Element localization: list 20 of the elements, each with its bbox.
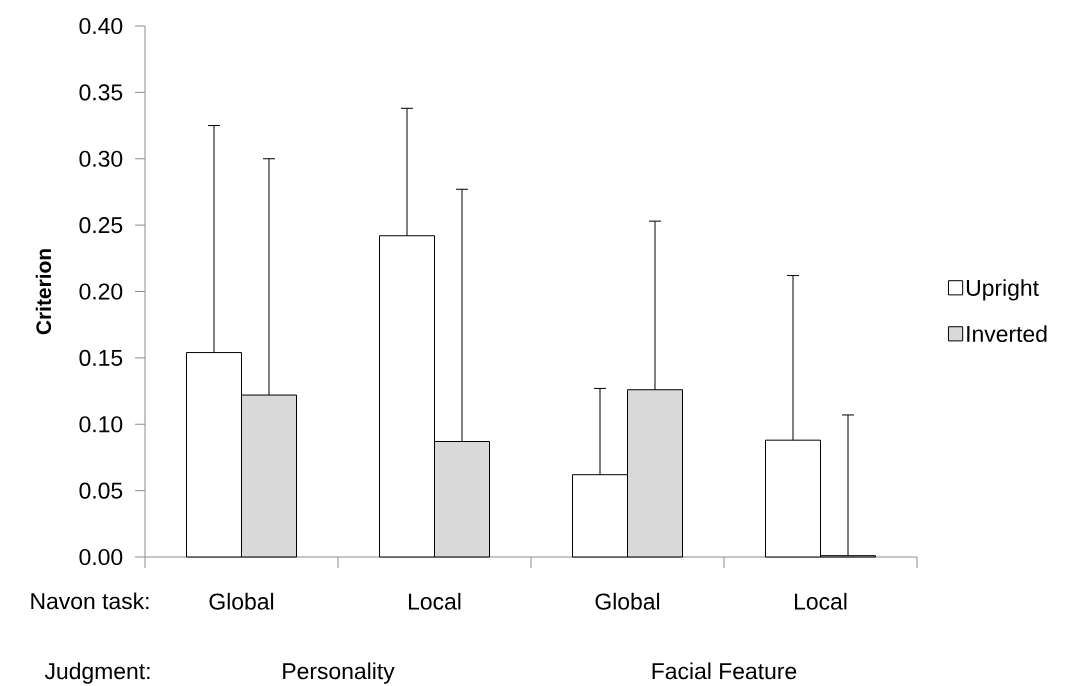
- text: Personality: [283, 662, 395, 684]
- text: Navon task:: [31, 592, 149, 610]
- y-tick-label: 0.10: [79, 416, 123, 433]
- y-tick-label: 0.25: [79, 217, 123, 234]
- text: Facial Feature: [652, 662, 797, 680]
- x-tick-label: Local: [408, 592, 461, 610]
- text: Judgment:: [44, 662, 150, 684]
- x-tick-label: Global: [595, 592, 660, 610]
- legend-label: Upright: [966, 279, 1039, 301]
- y-tick-label: 0.20: [79, 283, 123, 300]
- legend-label: Inverted: [967, 325, 1047, 343]
- x-tick-label: Local: [794, 592, 847, 610]
- y-tick-label: 0.05: [79, 482, 123, 499]
- y-axis-title: Criterion: [35, 249, 52, 335]
- y-tick-label: 0.15: [79, 349, 123, 366]
- y-tick-label: 0.30: [79, 150, 123, 167]
- y-tick-label: 0.35: [79, 84, 123, 101]
- y-tick-label: 0.40: [79, 17, 123, 35]
- x-tick-label: Global: [209, 592, 274, 610]
- y-tick-label: 0.00: [79, 548, 123, 566]
